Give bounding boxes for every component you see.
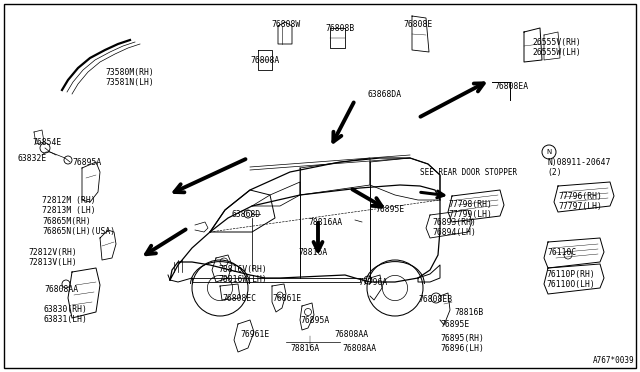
Text: 76808EB: 76808EB bbox=[418, 295, 452, 304]
Text: 76808AA: 76808AA bbox=[44, 285, 78, 294]
Text: 76895(RH)
76896(LH): 76895(RH) 76896(LH) bbox=[440, 334, 484, 353]
Text: 76808A: 76808A bbox=[250, 56, 280, 65]
Text: 76854E: 76854E bbox=[32, 138, 61, 147]
Text: 76895A: 76895A bbox=[300, 316, 329, 325]
Text: 76808W: 76808W bbox=[271, 20, 301, 29]
Text: 78816AA: 78816AA bbox=[308, 218, 342, 227]
Text: 76808AA: 76808AA bbox=[334, 330, 368, 339]
Text: 77796(RH)
77797(LH): 77796(RH) 77797(LH) bbox=[558, 192, 602, 211]
Text: 76893(RH)
76894(LH): 76893(RH) 76894(LH) bbox=[432, 218, 476, 237]
Text: 78816V(RH)
78816W(LH): 78816V(RH) 78816W(LH) bbox=[218, 265, 267, 285]
Text: 26555V(RH)
26555W(LH): 26555V(RH) 26555W(LH) bbox=[532, 38, 580, 57]
Text: 76895A: 76895A bbox=[72, 158, 101, 167]
Text: 73580M(RH)
73581N(LH): 73580M(RH) 73581N(LH) bbox=[105, 68, 154, 87]
Text: 76861E: 76861E bbox=[272, 294, 301, 303]
Text: N: N bbox=[547, 149, 552, 155]
Text: 78816A: 78816A bbox=[290, 344, 319, 353]
Text: 63868DA: 63868DA bbox=[368, 90, 402, 99]
Text: 76110P(RH)
76110O(LH): 76110P(RH) 76110O(LH) bbox=[546, 270, 595, 289]
Text: 76808E: 76808E bbox=[403, 20, 433, 29]
Text: 77796A: 77796A bbox=[358, 278, 387, 287]
Text: SEE REAR DOOR STOPPER: SEE REAR DOOR STOPPER bbox=[420, 168, 517, 177]
Text: 76808B: 76808B bbox=[325, 24, 355, 33]
Text: 76895E: 76895E bbox=[375, 205, 404, 214]
Text: 78816A: 78816A bbox=[298, 248, 327, 257]
Text: 76110C: 76110C bbox=[547, 248, 576, 257]
Text: 77798(RH)
77799(LH): 77798(RH) 77799(LH) bbox=[448, 200, 492, 219]
Text: A767*0039: A767*0039 bbox=[593, 356, 634, 365]
Text: 76808EC: 76808EC bbox=[222, 294, 256, 303]
Text: 63832E: 63832E bbox=[18, 154, 47, 163]
Text: 72812V(RH)
72813V(LH): 72812V(RH) 72813V(LH) bbox=[28, 248, 77, 267]
Text: 63868D: 63868D bbox=[232, 210, 261, 219]
Text: 72812M (RH)
72813M (LH)
76865M(RH)
76865N(LH)(USA): 72812M (RH) 72813M (LH) 76865M(RH) 76865… bbox=[42, 196, 115, 236]
Text: 76808EA: 76808EA bbox=[494, 82, 528, 91]
Text: 78816B: 78816B bbox=[454, 308, 483, 317]
Text: 76961E: 76961E bbox=[240, 330, 269, 339]
Text: 76808AA: 76808AA bbox=[342, 344, 376, 353]
Text: 76895E: 76895E bbox=[440, 320, 469, 329]
Text: N)08911-20647
(2): N)08911-20647 (2) bbox=[547, 158, 611, 177]
Text: 63830(RH)
63831(LH): 63830(RH) 63831(LH) bbox=[44, 305, 88, 324]
